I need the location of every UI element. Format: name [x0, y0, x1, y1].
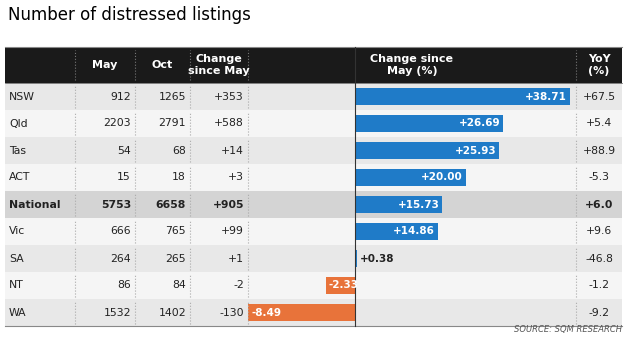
Text: +14: +14	[221, 145, 244, 156]
Text: 265: 265	[165, 253, 186, 263]
Text: +20.00: +20.00	[421, 172, 463, 183]
Text: -130: -130	[219, 307, 244, 317]
Bar	[5, 218, 622, 245]
Text: +99: +99	[221, 226, 244, 237]
Text: 264: 264	[111, 253, 131, 263]
Text: -46.8: -46.8	[585, 253, 613, 263]
Text: Tas: Tas	[9, 145, 26, 156]
Text: 912: 912	[111, 92, 131, 102]
Text: 5753: 5753	[100, 199, 131, 210]
Bar	[5, 83, 622, 110]
Bar	[5, 164, 622, 191]
Text: 666: 666	[111, 226, 131, 237]
Text: +9.6: +9.6	[586, 226, 612, 237]
Text: 86: 86	[117, 280, 131, 290]
Bar	[355, 196, 442, 213]
Text: 68: 68	[172, 145, 186, 156]
Text: -2: -2	[233, 280, 244, 290]
Text: National: National	[9, 199, 60, 210]
Text: Vic: Vic	[9, 226, 25, 237]
Bar	[355, 250, 357, 267]
Text: +14.86: +14.86	[392, 226, 435, 237]
Text: -2.33: -2.33	[328, 280, 359, 290]
Text: Change
since May: Change since May	[188, 54, 250, 76]
Text: +0.38: +0.38	[360, 253, 394, 263]
Text: +5.4: +5.4	[586, 118, 612, 129]
Text: -5.3: -5.3	[588, 172, 610, 183]
Bar	[5, 245, 622, 272]
Text: NSW: NSW	[9, 92, 35, 102]
Text: +3: +3	[228, 172, 244, 183]
Bar	[355, 169, 466, 186]
Text: YoY
(%): YoY (%)	[588, 54, 610, 76]
Text: Oct: Oct	[152, 60, 173, 70]
Bar	[355, 223, 438, 240]
Bar	[5, 47, 622, 83]
Text: 54: 54	[117, 145, 131, 156]
Text: 1265: 1265	[158, 92, 186, 102]
Text: 765: 765	[165, 226, 186, 237]
Text: 1402: 1402	[158, 307, 186, 317]
Text: SOURCE: SQM RESEARCH: SOURCE: SQM RESEARCH	[514, 325, 622, 334]
Text: 2203: 2203	[104, 118, 131, 129]
Text: +25.93: +25.93	[455, 145, 496, 156]
Bar	[248, 304, 355, 320]
Bar	[5, 299, 622, 326]
Text: -1.2: -1.2	[588, 280, 610, 290]
Bar	[326, 277, 355, 293]
Bar	[5, 191, 622, 218]
Bar	[5, 110, 622, 137]
Text: +1: +1	[228, 253, 244, 263]
Text: -8.49: -8.49	[251, 307, 281, 317]
Text: +588: +588	[214, 118, 244, 129]
Text: +6.0: +6.0	[585, 199, 613, 210]
Text: May: May	[92, 60, 117, 70]
Text: Number of distressed listings: Number of distressed listings	[8, 6, 251, 24]
Text: 15: 15	[117, 172, 131, 183]
Text: +67.5: +67.5	[582, 92, 615, 102]
Text: ACT: ACT	[9, 172, 30, 183]
Bar	[355, 142, 499, 159]
Text: NT: NT	[9, 280, 24, 290]
Text: 18: 18	[172, 172, 186, 183]
Text: 2791: 2791	[158, 118, 186, 129]
Text: SA: SA	[9, 253, 24, 263]
Text: Change since
May (%): Change since May (%)	[371, 54, 453, 76]
Bar	[355, 115, 503, 132]
Bar	[355, 88, 570, 105]
Text: +88.9: +88.9	[582, 145, 615, 156]
Text: +26.69: +26.69	[458, 118, 501, 129]
Text: 84: 84	[172, 280, 186, 290]
Bar	[5, 137, 622, 164]
Text: +38.71: +38.71	[525, 92, 567, 102]
Text: Qld: Qld	[9, 118, 28, 129]
Text: +905: +905	[212, 199, 244, 210]
Text: -9.2: -9.2	[588, 307, 610, 317]
Text: +15.73: +15.73	[398, 199, 440, 210]
Text: 1532: 1532	[104, 307, 131, 317]
Text: WA: WA	[9, 307, 26, 317]
Bar	[5, 272, 622, 299]
Text: 6658: 6658	[156, 199, 186, 210]
Text: +353: +353	[214, 92, 244, 102]
